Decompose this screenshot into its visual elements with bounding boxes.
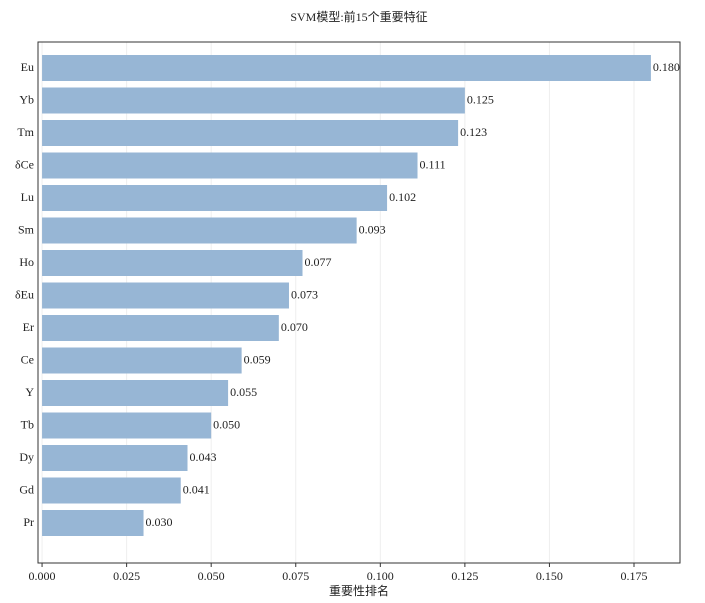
value-label: 0.077 (305, 255, 332, 269)
value-label: 0.041 (183, 482, 210, 496)
y-tick-label: Yb (19, 92, 34, 106)
x-tick-label: 0.175 (620, 569, 647, 583)
y-tick-label: Ho (19, 255, 34, 269)
bar (42, 250, 303, 276)
bar (42, 55, 651, 81)
bar (42, 477, 181, 504)
bar (42, 315, 279, 341)
y-tick-label: δCe (15, 157, 34, 171)
bar (42, 217, 357, 244)
x-tick-label: 0.075 (282, 569, 309, 583)
bar (42, 412, 212, 439)
y-tick-label: Ce (21, 352, 34, 366)
value-label: 0.050 (213, 417, 240, 431)
x-tick-label: 0.125 (451, 569, 478, 583)
bar (42, 87, 465, 114)
y-tick-label: Gd (19, 482, 34, 496)
x-tick-label: 0.150 (536, 569, 563, 583)
x-tick-label: 0.025 (113, 569, 140, 583)
value-label: 0.073 (291, 287, 318, 301)
y-tick-label: Er (23, 320, 34, 334)
chart-title: SVM模型:前15个重要特征 (290, 9, 427, 24)
y-tick-label: Tb (21, 417, 34, 431)
value-label: 0.180 (653, 60, 680, 74)
bar (42, 185, 388, 211)
value-label: 0.070 (281, 320, 308, 334)
y-tick-label: Y (25, 385, 34, 399)
plot-border (37, 41, 681, 564)
bar (42, 510, 144, 536)
bar (42, 445, 188, 471)
x-tick-label: 0.100 (367, 569, 394, 583)
value-label: 0.030 (146, 515, 173, 529)
value-label: 0.043 (190, 450, 217, 464)
bar (42, 380, 229, 406)
y-tick-label: Dy (19, 450, 34, 464)
value-label: 0.111 (420, 157, 446, 171)
value-label: 0.093 (359, 222, 386, 236)
value-label: 0.059 (244, 352, 271, 366)
value-label: 0.125 (467, 92, 494, 106)
value-label: 0.102 (389, 190, 416, 204)
x-tick-label: 0.000 (29, 569, 56, 583)
bar (42, 120, 459, 146)
y-tick-label: Eu (21, 60, 34, 74)
y-tick-label: Lu (21, 190, 34, 204)
value-label: 0.123 (460, 125, 487, 139)
bar (42, 282, 289, 309)
y-tick-label: Pr (23, 515, 34, 529)
y-tick-label: δEu (15, 287, 34, 301)
x-axis-label: 重要性排名 (329, 583, 389, 598)
y-tick-label: Sm (18, 222, 35, 236)
bar (42, 152, 418, 179)
bar (42, 347, 242, 374)
x-tick-label: 0.050 (198, 569, 225, 583)
y-tick-label: Tm (17, 125, 34, 139)
value-label: 0.055 (230, 385, 257, 399)
